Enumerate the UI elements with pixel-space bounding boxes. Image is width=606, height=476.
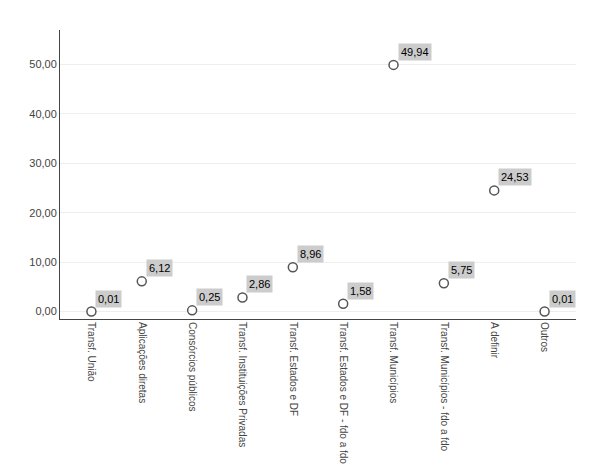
svg-text:Transf. Municípios: Transf. Municípios [388,322,399,403]
svg-text:50,00: 50,00 [29,58,57,70]
svg-text:1,58: 1,58 [350,285,371,297]
svg-text:10,00: 10,00 [29,256,57,268]
svg-text:Transf. Estados e DF - fdo a f: Transf. Estados e DF - fdo a fdo [338,322,349,464]
svg-text:20,00: 20,00 [29,207,57,219]
svg-text:Aplicações diretas: Aplicações diretas [137,322,148,403]
svg-text:6,12: 6,12 [149,262,170,274]
svg-text:24,53: 24,53 [501,171,529,183]
svg-text:0,01: 0,01 [98,293,119,305]
svg-text:8,96: 8,96 [300,248,321,260]
svg-text:5,75: 5,75 [451,264,472,276]
svg-text:Transf. Estados e DF: Transf. Estados e DF [288,322,299,416]
svg-text:0,00: 0,00 [35,305,56,317]
svg-text:Transf. União: Transf. União [86,322,97,382]
svg-text:Transf. Instituições Privadas: Transf. Instituições Privadas [237,322,248,447]
svg-text:Consórcios públicos: Consórcios públicos [187,322,198,412]
svg-text:30,00: 30,00 [29,157,57,169]
svg-text:0,01: 0,01 [552,293,573,305]
svg-text:2,86: 2,86 [249,278,270,290]
svg-text:Outros: Outros [539,322,550,352]
svg-text:Transf. Municípios - fdo a fdo: Transf. Municípios - fdo a fdo [439,322,450,452]
svg-text:49,94: 49,94 [401,46,429,58]
svg-text:0,25: 0,25 [199,291,220,303]
svg-text:40,00: 40,00 [29,108,57,120]
svg-text:A definir: A definir [489,322,500,359]
